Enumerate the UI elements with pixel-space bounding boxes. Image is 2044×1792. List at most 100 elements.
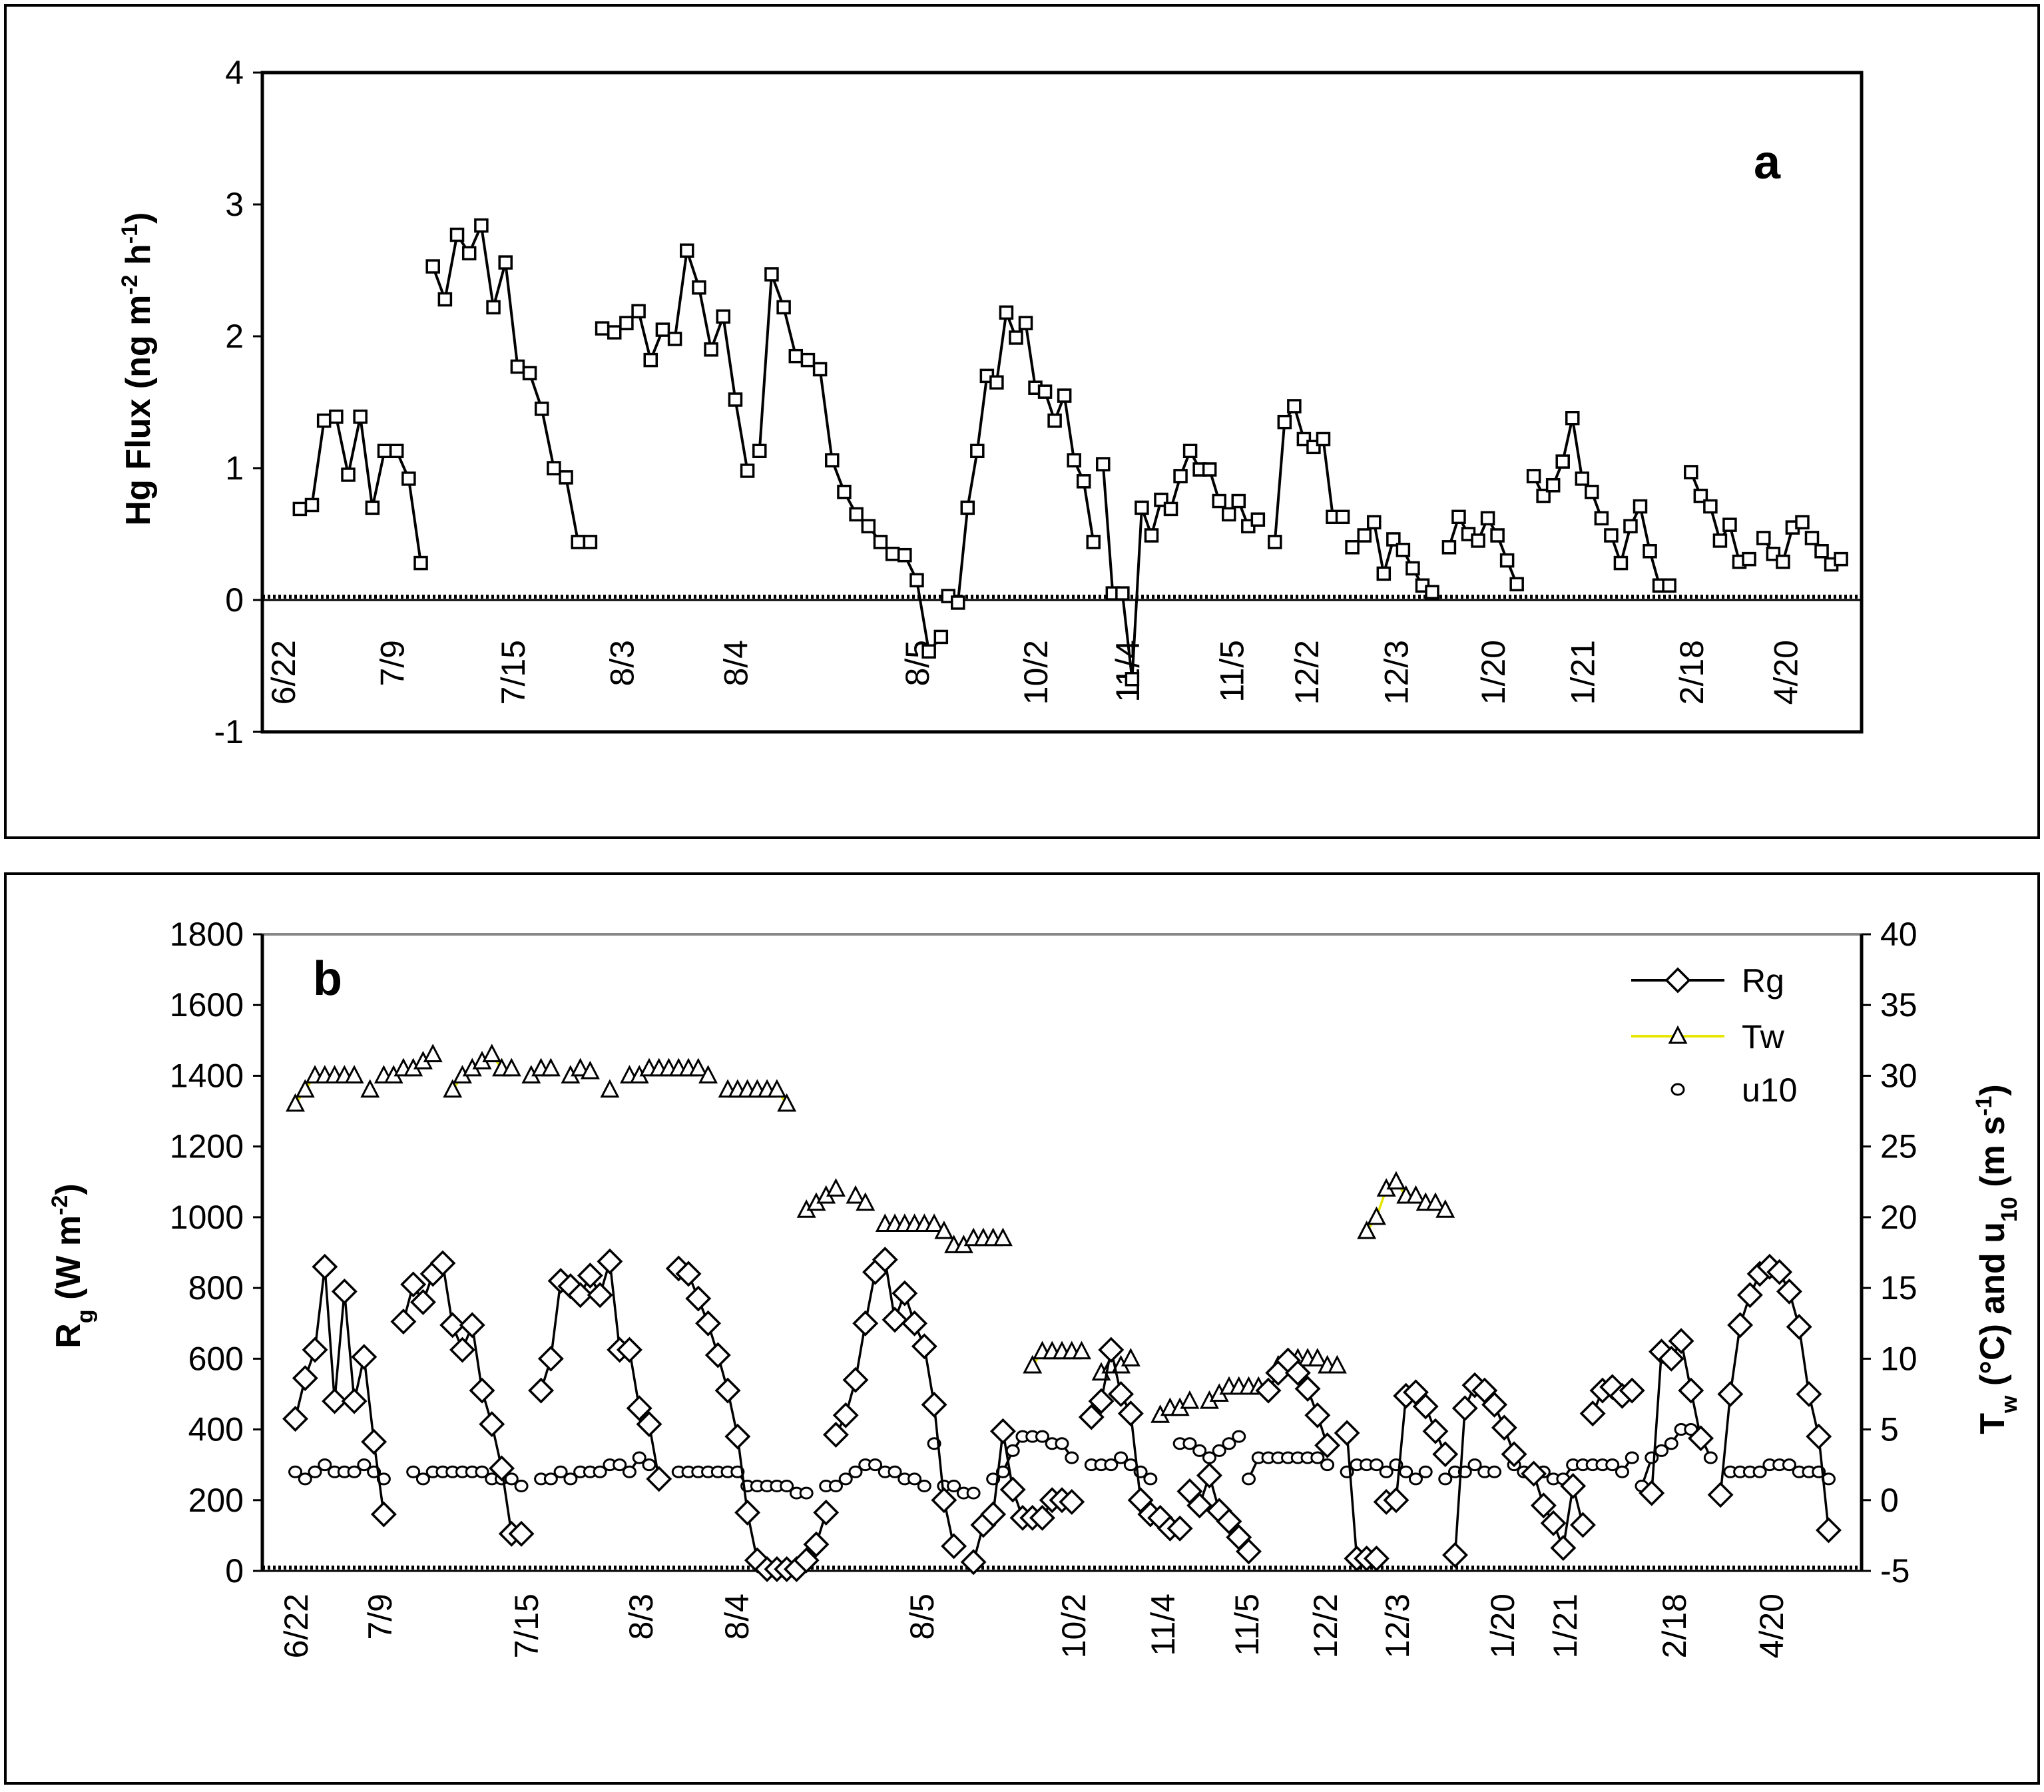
- u10-point: [1615, 1465, 1629, 1478]
- rg-point: [1569, 1512, 1596, 1538]
- hg-flux-point: [1451, 509, 1466, 525]
- hg-flux-point: [377, 444, 392, 459]
- hg-flux-point: [571, 535, 585, 549]
- tw-point: [1435, 1199, 1455, 1218]
- hg-flux-point: [1712, 533, 1728, 548]
- u10-point: [288, 1465, 303, 1478]
- date-label-b: 7/9: [362, 1594, 399, 1640]
- hg-flux-point: [607, 325, 622, 340]
- u10-point: [563, 1472, 578, 1486]
- rg-point: [931, 1487, 957, 1514]
- legend-tw-marker: [1668, 1025, 1688, 1044]
- u10-point: [632, 1451, 646, 1464]
- hg-flux-line: [431, 220, 591, 543]
- date-label-b: 1/21: [1547, 1594, 1584, 1658]
- u10-point: [308, 1465, 322, 1478]
- u10-point: [917, 1480, 931, 1493]
- u10-point: [1664, 1437, 1678, 1450]
- hg-flux-point: [1585, 484, 1599, 499]
- legend-rg-label: Rg: [1742, 962, 1784, 1000]
- rg-point: [704, 1342, 731, 1368]
- date-label-a: 12/3: [1378, 640, 1415, 705]
- y-tick-label-left: 800: [188, 1269, 244, 1307]
- u10-point: [1605, 1458, 1620, 1472]
- date-label-b: 8/4: [718, 1594, 756, 1640]
- hg-flux-point: [595, 321, 610, 336]
- u10-point: [907, 1472, 922, 1486]
- hg-flux-point: [1202, 462, 1217, 477]
- hg-flux-point: [1115, 586, 1130, 601]
- rg-point: [1540, 1510, 1567, 1536]
- chart-a: -1 0 1 2 3 4 Hg Flux (ng m-2 h-1) a 6/22 7/9 7/15 8…: [117, 54, 1864, 750]
- rg-point: [1059, 1488, 1085, 1515]
- y-tick-label-right: 5: [1880, 1411, 1899, 1448]
- hg-flux-point: [716, 309, 731, 324]
- date-label-a: 8/4: [717, 640, 754, 687]
- hg-flux-point: [1316, 432, 1331, 447]
- hg-flux-point: [1490, 528, 1505, 543]
- tw-point: [286, 1093, 305, 1112]
- date-label-b: 4/20: [1753, 1594, 1790, 1658]
- hg-flux-point: [498, 255, 513, 270]
- hg-flux-point: [1633, 499, 1648, 514]
- u10-point: [1625, 1451, 1639, 1464]
- hg-flux-point: [1367, 515, 1382, 529]
- u10-point: [966, 1486, 981, 1500]
- rg-point: [1530, 1492, 1557, 1519]
- rg-point: [449, 1337, 475, 1363]
- u10-point: [1752, 1465, 1767, 1478]
- rg-point: [1088, 1388, 1115, 1414]
- u10-point: [888, 1465, 902, 1478]
- u10-point: [1467, 1458, 1482, 1472]
- tw-point: [423, 1044, 443, 1063]
- hg-flux-point: [583, 535, 598, 549]
- y-tick-label-right: 10: [1880, 1340, 1917, 1377]
- hg-flux-point: [999, 305, 1014, 320]
- y-tick-label-right: 15: [1880, 1269, 1917, 1307]
- hg-flux-point: [1047, 413, 1062, 428]
- u10-point: [1320, 1458, 1335, 1472]
- hg-flux-point: [873, 535, 888, 549]
- hg-flux-point: [1545, 477, 1561, 493]
- rg-point: [1579, 1400, 1606, 1427]
- u10-point: [622, 1465, 637, 1478]
- tw-point: [1121, 1348, 1141, 1366]
- hg-flux-point: [909, 573, 924, 588]
- u10-point: [1399, 1465, 1413, 1478]
- date-label-a: 12/2: [1288, 640, 1326, 705]
- hg-flux-line: [947, 307, 1095, 605]
- hg-flux-point: [1509, 577, 1524, 591]
- panel-b: 0 200 400 600 800 1000 1200 1400 1600 1800 -5 0 5 10 1…: [4, 872, 2040, 1785]
- u10-point: [543, 1472, 558, 1486]
- hg-flux-point: [692, 280, 706, 295]
- rg-point: [901, 1310, 928, 1337]
- rg-point: [1806, 1423, 1832, 1450]
- u10-point: [1104, 1458, 1119, 1472]
- y-tick-label-left: 1000: [170, 1199, 244, 1236]
- tw-point: [541, 1057, 561, 1077]
- u10-point: [475, 1465, 489, 1478]
- tw-point: [1327, 1354, 1347, 1374]
- y-tick-label-left: 200: [188, 1482, 244, 1519]
- rg-point: [1501, 1441, 1527, 1468]
- hg-flux-point: [425, 259, 440, 274]
- hg-flux-point: [449, 227, 465, 242]
- hg-flux-point: [1471, 533, 1485, 548]
- u10-point: [1065, 1451, 1079, 1464]
- hg-flux-point: [1057, 388, 1072, 403]
- y-tick-label-right: 25: [1880, 1128, 1917, 1165]
- hg-flux-point: [461, 246, 477, 261]
- rg-point: [911, 1333, 937, 1360]
- u10-point: [1232, 1430, 1246, 1443]
- rg-point: [1363, 1545, 1390, 1572]
- tw-point: [1180, 1390, 1200, 1409]
- date-label-a: 4/20: [1768, 640, 1805, 705]
- u10-point: [828, 1480, 843, 1493]
- tw-point: [856, 1192, 876, 1211]
- rg-point: [1284, 1360, 1311, 1386]
- rg-point: [351, 1344, 378, 1370]
- hg-flux-point: [800, 352, 816, 368]
- u10-point: [780, 1480, 794, 1493]
- hg-flux-point: [401, 471, 416, 486]
- plot-area-a: [260, 71, 1864, 734]
